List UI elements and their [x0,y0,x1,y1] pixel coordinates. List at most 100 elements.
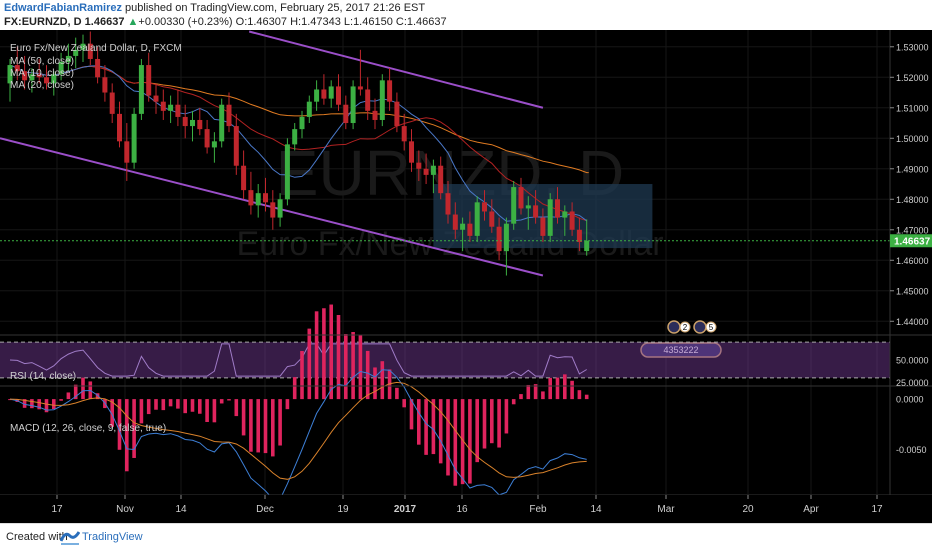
candle-body [387,80,393,102]
price-change: +0.00330 (+0.23%) [138,16,233,28]
macd-bar [190,399,195,412]
time-tick-label: Mar [657,504,675,515]
time-axis-bg [0,495,932,523]
candle-body [533,205,539,218]
macd-bar [497,399,501,448]
candle-body [372,110,378,120]
time-tick-label: Nov [116,504,134,515]
rsi-pane: RSI (14, close) [0,341,890,382]
tradingview-brand[interactable]: TradingView [82,531,143,543]
last-price: 1.46637 [84,16,125,28]
time-tick-label: 19 [337,504,349,515]
macd-bar [285,399,290,410]
macd-bar [161,399,166,411]
macd-bar [125,399,129,472]
candle-body [248,190,254,206]
price-axis[interactable]: 1.53000 1.52000 1.51000 1.50000 1.49000 1.480… [890,42,929,455]
candle-body [182,116,188,127]
macd-bar [59,399,63,401]
candle-body [22,71,28,81]
time-tick-label: 2017 [394,504,417,515]
candle-body [474,202,480,236]
candle-body [401,126,407,142]
candle-body [277,199,283,218]
candle-body [73,49,79,56]
publish-line: EdwardFabianRamirez published on Trading… [4,2,425,14]
author-link[interactable]: EdwardFabianRamirez [4,2,122,14]
ma20-line [9,64,587,222]
time-tick-label: 14 [175,504,187,515]
event-badge-icon[interactable] [667,320,681,334]
macd-bar [292,377,297,400]
macd-bar [409,399,414,430]
time-axis[interactable]: 17 Nov 14 Dec 19 2017 16 Feb 14 Mar 20 Apr 17 [0,495,932,523]
macd-bar [424,399,428,455]
candle-body [525,205,531,209]
symbol-label: FX:EURNZD, D [4,16,82,28]
price-tick-label: 1.47000 [896,225,929,235]
candle-body [460,223,466,230]
event-badge-count-1 [679,321,691,333]
candle-body [255,193,261,206]
macd-bar [482,399,487,449]
macd-bar [234,399,239,417]
macd-bar [365,350,370,400]
rsi-line [9,343,587,377]
last-price-tag: 1.46637 [890,234,932,248]
event-badge-count-2 [705,321,717,333]
symbol-line: FX:EURNZD, D 1.46637 ▲+0.00330 (+0.23%) … [4,16,447,28]
event-markers[interactable]: 2 5 4353222 [640,320,722,358]
candle-body [357,86,363,90]
time-tick-label: 17 [871,504,883,515]
macd-bar [212,399,217,423]
time-tick-label: Dec [256,504,274,515]
time-tick-label: Feb [529,504,547,515]
macd-bar [468,399,472,484]
published-text: published on TradingView.com, February 2… [125,2,426,14]
macd-bar [490,399,494,444]
ohlc-values: O:1.46307 H:1.47343 L:1.46150 C:1.46637 [235,16,447,28]
event-badge-icon[interactable] [693,320,707,334]
macd-bar [329,304,333,400]
price-tick-label: 1.45000 [896,286,929,296]
candle-body [124,141,130,163]
macd-bar [263,399,268,454]
candle-body [190,119,195,127]
chart-header: EdwardFabianRamirez published on Trading… [0,0,932,30]
channel-upper-line[interactable] [248,30,544,109]
candle-body [65,55,71,63]
chart-grid [0,30,890,495]
macd-bar [52,399,56,410]
candles [7,31,590,276]
macd-bar [417,399,421,445]
candle-body [80,43,86,50]
macd-bar [139,399,144,424]
candle-body [175,104,181,117]
macd-bar [278,399,282,446]
ma10-line [9,64,587,222]
macd-bar [8,399,12,401]
price-chart[interactable]: EURNZD, D Euro Fx/New Zealand Dollar Eur… [0,30,932,523]
candle-body [219,104,225,142]
macd-bar [453,399,458,486]
candle-body [438,165,444,194]
macd-bar [249,399,253,452]
candle-body [503,223,509,252]
created-with: Created with [6,531,68,543]
candle-body [36,74,42,78]
event-row-counts: 4353222 [663,345,698,355]
candle-body [87,43,93,59]
macd-bar [431,399,436,455]
footer: Created with TradingView [0,523,932,551]
macd-bar [541,391,545,400]
macd-histogram [8,304,589,486]
time-tick-label: 14 [590,504,602,515]
macd-bar [577,390,582,400]
candle-body [518,187,524,209]
candle-body [489,211,495,227]
event-row[interactable] [640,342,722,358]
macd-bar [271,399,275,457]
macd-bar [110,399,114,427]
macd-bar [438,399,443,464]
macd-bar [183,399,187,414]
